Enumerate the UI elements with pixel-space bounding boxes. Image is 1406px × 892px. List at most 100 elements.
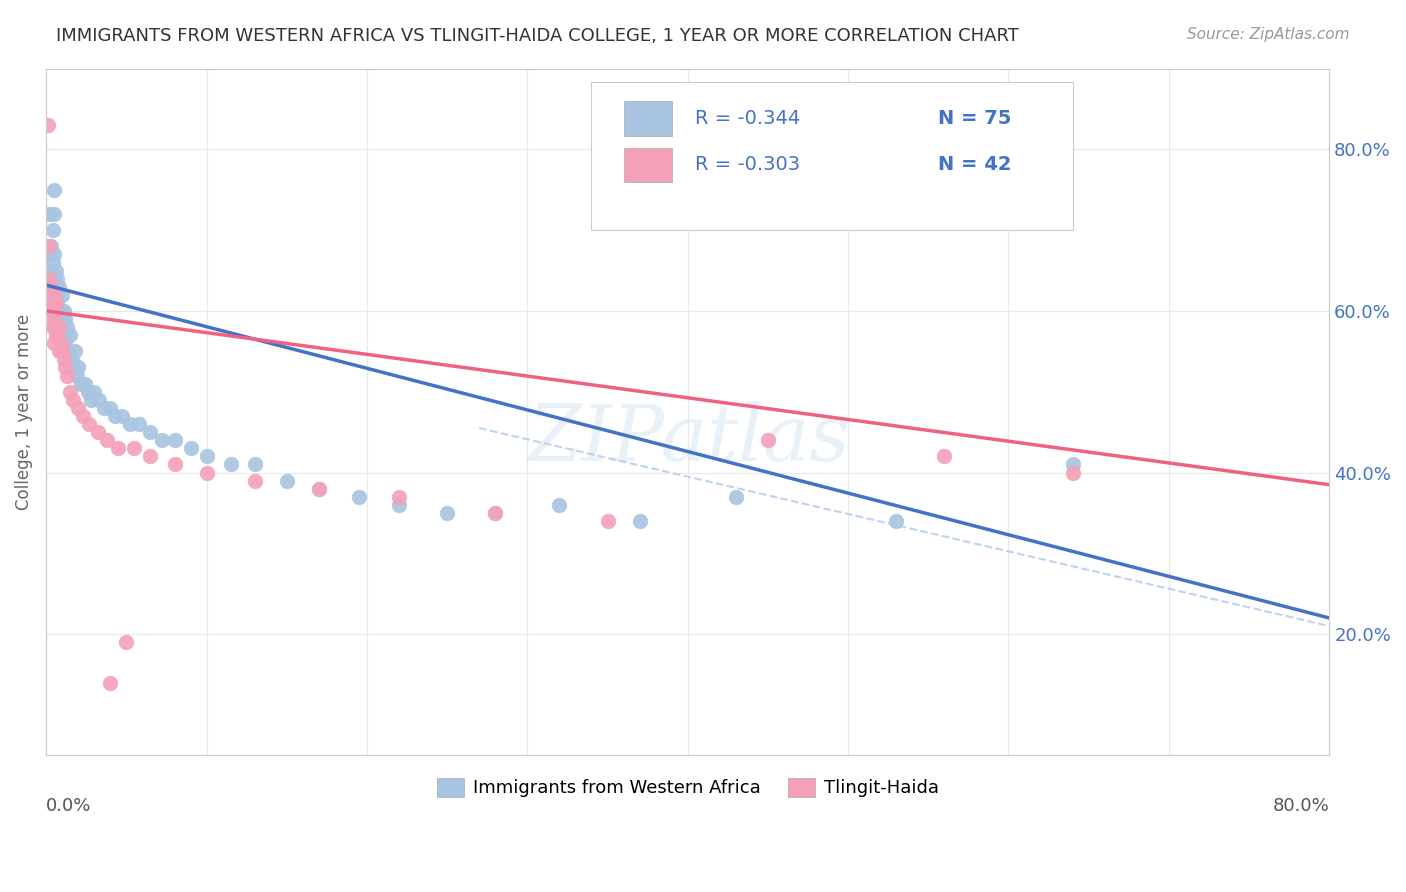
Point	[79, 417, 101, 431]
Point	[49, 304, 72, 318]
Point	[38, 239, 60, 253]
Point	[52, 352, 75, 367]
Point	[55, 336, 77, 351]
Point	[67, 401, 90, 415]
Text: Source: ZipAtlas.com: Source: ZipAtlas.com	[1187, 27, 1350, 42]
Point	[1062, 466, 1084, 480]
Point	[60, 352, 83, 367]
Point	[77, 384, 100, 399]
Point	[56, 344, 79, 359]
Point	[45, 328, 67, 343]
Point	[41, 223, 63, 237]
Point	[56, 320, 79, 334]
Point	[195, 450, 218, 464]
Point	[58, 344, 80, 359]
Point	[41, 296, 63, 310]
Point	[243, 458, 266, 472]
Point	[39, 279, 62, 293]
Point	[150, 434, 173, 448]
Point	[51, 336, 73, 351]
Point	[48, 344, 70, 359]
Point	[80, 392, 103, 407]
Point	[163, 434, 186, 448]
Point	[51, 287, 73, 301]
Point	[48, 328, 70, 343]
Point	[44, 320, 66, 334]
Point	[62, 360, 84, 375]
Point	[388, 490, 411, 504]
Point	[49, 336, 72, 351]
Point	[46, 271, 69, 285]
Point	[93, 401, 115, 415]
Point	[37, 118, 59, 132]
Point	[39, 263, 62, 277]
Point	[48, 279, 70, 293]
Point	[104, 409, 127, 423]
Point	[163, 458, 186, 472]
Point	[388, 498, 411, 512]
Point	[139, 450, 162, 464]
Point	[118, 417, 141, 431]
Text: R = -0.344: R = -0.344	[696, 109, 800, 128]
Point	[46, 328, 69, 343]
Text: N = 75: N = 75	[938, 109, 1011, 128]
Point	[219, 458, 242, 472]
Point	[48, 304, 70, 318]
Point	[44, 287, 66, 301]
Point	[347, 490, 370, 504]
Point	[44, 287, 66, 301]
Point	[46, 320, 69, 334]
Point	[86, 425, 108, 439]
Point	[52, 328, 75, 343]
Point	[44, 207, 66, 221]
Point	[87, 392, 110, 407]
Point	[484, 506, 506, 520]
Point	[56, 368, 79, 383]
Text: ZIPatlas: ZIPatlas	[526, 401, 849, 477]
Point	[55, 360, 77, 375]
Point	[139, 425, 162, 439]
Point	[98, 401, 121, 415]
Point	[41, 296, 63, 310]
Text: N = 42: N = 42	[938, 155, 1011, 174]
Point	[934, 450, 956, 464]
Point	[59, 352, 82, 367]
Point	[44, 247, 66, 261]
Point	[107, 442, 129, 456]
Point	[276, 474, 298, 488]
Point	[45, 263, 67, 277]
Point	[39, 239, 62, 253]
FancyBboxPatch shape	[592, 82, 1073, 230]
FancyBboxPatch shape	[624, 102, 672, 136]
Point	[44, 183, 66, 197]
Text: R = -0.303: R = -0.303	[696, 155, 800, 174]
Point	[756, 434, 779, 448]
Point	[45, 287, 67, 301]
Point	[724, 490, 747, 504]
Legend: Immigrants from Western Africa, Tlingit-Haida: Immigrants from Western Africa, Tlingit-…	[429, 771, 946, 805]
Point	[38, 247, 60, 261]
Point	[70, 376, 93, 391]
Point	[59, 384, 82, 399]
Point	[66, 368, 89, 383]
Point	[48, 320, 70, 334]
Text: 80.0%: 80.0%	[1272, 797, 1329, 814]
Point	[1062, 458, 1084, 472]
Text: 0.0%: 0.0%	[46, 797, 91, 814]
Point	[195, 466, 218, 480]
Point	[44, 312, 66, 326]
Point	[41, 279, 63, 293]
Point	[46, 296, 69, 310]
FancyBboxPatch shape	[624, 147, 672, 182]
Point	[124, 442, 146, 456]
Point	[96, 434, 118, 448]
Point	[44, 336, 66, 351]
Point	[52, 304, 75, 318]
Point	[180, 442, 202, 456]
Point	[884, 514, 907, 528]
Point	[44, 304, 66, 318]
Point	[436, 506, 458, 520]
Point	[308, 482, 330, 496]
Point	[72, 409, 94, 423]
Point	[59, 328, 82, 343]
